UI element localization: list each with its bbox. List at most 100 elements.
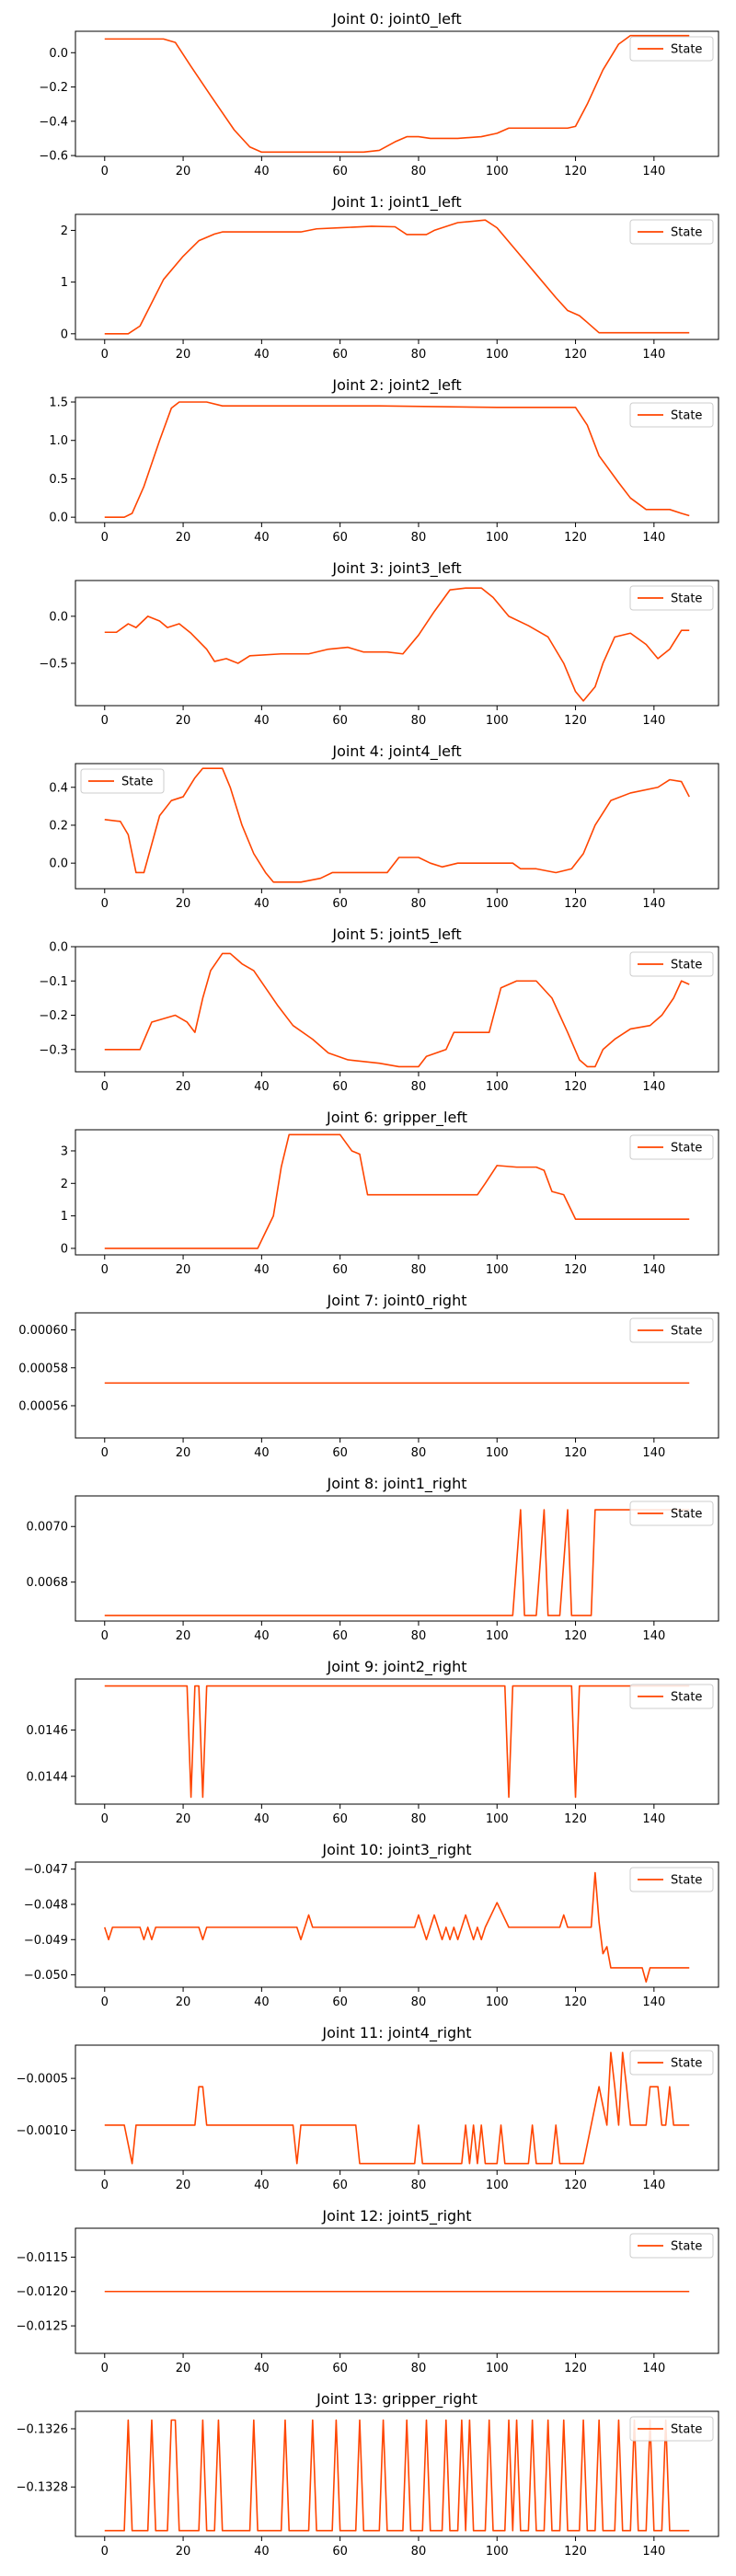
y-tick-label: 0.0144: [27, 1770, 69, 1784]
y-tick-label: 0.0070: [27, 1521, 69, 1535]
y-tick-label: −0.2: [39, 81, 68, 95]
y-tick-label: 3: [61, 1144, 68, 1158]
chart-title: Joint 10: joint3_right: [321, 1841, 471, 1859]
x-tick-label: 40: [254, 1080, 270, 1094]
axes-frame: [75, 1495, 719, 1622]
legend-box: [629, 2050, 714, 2076]
y-tick-label: 0.0: [49, 47, 68, 61]
x-tick-label: 60: [332, 714, 348, 728]
x-tick-label: 80: [411, 165, 427, 178]
x-tick-label: 80: [411, 2545, 427, 2559]
y-tick-label: 0.0: [49, 941, 68, 955]
x-tick-label: 100: [486, 1812, 509, 1826]
x-tick-label: 80: [411, 714, 427, 728]
y-tick-label: 1.0: [49, 434, 68, 448]
chart-panel-13: Joint 13: gripper_right 0 20 40 60 80 100 120 14…: [17, 2390, 719, 2559]
series-line-state: [104, 1509, 690, 1616]
x-tick-label: 60: [332, 531, 348, 545]
y-tick-label: 0.2: [49, 819, 68, 833]
legend: State: [629, 1134, 714, 1160]
axes-frame: [75, 213, 719, 340]
x-tick-label: 100: [486, 897, 509, 911]
chart-title: Joint 0: joint0_left: [331, 10, 461, 29]
chart-panel-9: Joint 9: joint2_right 0 20 40 60 80 100 120 140 0…: [27, 1658, 719, 1826]
x-tick-label: 20: [176, 531, 191, 545]
y-tick-label: 0.00058: [18, 1362, 68, 1375]
x-tick-label: 40: [254, 1629, 270, 1643]
x-tick-label: 120: [564, 1995, 587, 2009]
x-tick-label: 80: [411, 2362, 427, 2375]
x-tick-label: 80: [411, 1995, 427, 2009]
legend-box: [629, 1501, 714, 1526]
legend-label: State: [671, 226, 702, 240]
chart-title: Joint 5: joint5_left: [331, 926, 461, 944]
x-tick-label: 0: [101, 897, 109, 911]
x-tick-label: 120: [564, 348, 587, 362]
legend-label: State: [121, 776, 153, 789]
axes-frame: [75, 2044, 719, 2171]
x-tick-label: 100: [486, 165, 509, 178]
axes-frame: [75, 397, 719, 523]
y-tick-label: −0.3: [39, 1043, 68, 1057]
x-tick-label: 120: [564, 1263, 587, 1277]
axes-frame: [75, 1861, 719, 1988]
x-tick-label: 20: [176, 2545, 191, 2559]
y-tick-label: 2: [61, 1178, 68, 1191]
y-tick-label: 2: [61, 224, 68, 238]
x-tick-label: 140: [642, 2179, 665, 2192]
chart-title: Joint 8: joint1_right: [327, 1475, 467, 1493]
x-tick-label: 100: [486, 2545, 509, 2559]
x-tick-label: 20: [176, 1812, 191, 1826]
chart-title: Joint 6: gripper_left: [326, 1109, 467, 1127]
series-line-state: [104, 1685, 690, 1799]
x-tick-label: 140: [642, 1446, 665, 1460]
x-tick-label: 0: [101, 1995, 109, 2009]
axes-frame: [75, 2227, 719, 2354]
y-tick-label: −0.047: [24, 1863, 68, 1877]
axes-frame: [75, 580, 719, 707]
axes-frame: [75, 30, 719, 157]
y-tick-label: −0.0115: [17, 2251, 68, 2265]
legend: State: [80, 768, 165, 794]
x-tick-label: 0: [101, 1446, 109, 1460]
x-tick-label: 100: [486, 1446, 509, 1460]
y-tick-label: −0.2: [39, 1009, 68, 1023]
legend: State: [629, 36, 714, 62]
x-tick-label: 100: [486, 714, 509, 728]
x-tick-label: 120: [564, 1812, 587, 1826]
chart-panel-12: Joint 12: joint5_right 0 20 40 60 80 100 120 140…: [17, 2207, 719, 2375]
chart-title: Joint 12: joint5_right: [321, 2207, 471, 2225]
y-tick-label: 1: [61, 1210, 68, 1224]
x-tick-label: 140: [642, 2362, 665, 2375]
chart-title: Joint 9: joint2_right: [327, 1658, 467, 1676]
x-tick-label: 60: [332, 2545, 348, 2559]
legend-box: [629, 36, 714, 62]
x-tick-label: 120: [564, 165, 587, 178]
x-tick-label: 0: [101, 165, 109, 178]
series-line-state: [104, 34, 690, 154]
y-tick-label: 0.0: [49, 512, 68, 525]
axes-frame: [75, 1312, 719, 1439]
chart-title: Joint 1: joint1_left: [331, 193, 461, 212]
x-tick-label: 40: [254, 2545, 270, 2559]
x-tick-label: 40: [254, 1995, 270, 2009]
series-line-state: [104, 767, 690, 883]
x-tick-label: 60: [332, 1629, 348, 1643]
x-tick-label: 140: [642, 348, 665, 362]
chart-panel-8: Joint 8: joint1_right 0 20 40 60 80 100 120 140 0…: [27, 1475, 719, 1643]
x-tick-label: 0: [101, 1263, 109, 1277]
legend-box: [629, 2416, 714, 2442]
x-tick-label: 40: [254, 1263, 270, 1277]
x-tick-label: 20: [176, 348, 191, 362]
x-tick-label: 0: [101, 1080, 109, 1094]
axes-frame: [75, 946, 719, 1073]
x-tick-label: 60: [332, 1080, 348, 1094]
y-tick-label: −0.6: [39, 150, 68, 164]
chart-title: Joint 11: joint4_right: [321, 2024, 471, 2042]
chart-panel-6: Joint 6: gripper_left 0 20 40 60 80 100 120 140 0…: [61, 1109, 719, 1277]
y-tick-label: −0.1328: [17, 2481, 68, 2495]
y-tick-label: −0.0010: [17, 2124, 68, 2138]
axes-frame: [75, 2410, 719, 2537]
